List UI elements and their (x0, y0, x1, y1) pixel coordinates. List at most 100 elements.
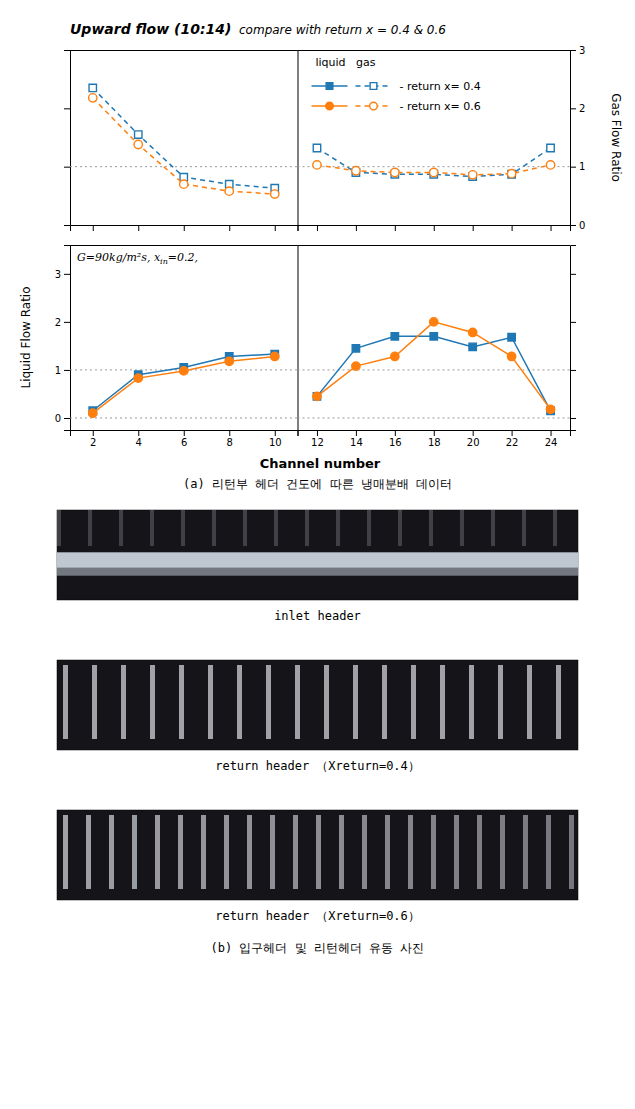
photo-detail (454, 815, 459, 889)
y-tick: 2 (570, 103, 585, 114)
y-tick-mark (64, 322, 70, 323)
x-tick: 18 (428, 430, 441, 448)
data-point (391, 352, 399, 360)
photo-detail (224, 815, 229, 889)
x-tick-label: 20 (467, 437, 480, 448)
x-tick (275, 225, 276, 231)
y-tick (64, 225, 70, 226)
annotation-text: =0.2, (168, 251, 198, 264)
data-point (430, 318, 438, 326)
data-point (313, 161, 321, 169)
legend: liquid gas- return x= 0.4- return x= 0.6 (312, 56, 481, 113)
x-tick-mark (512, 225, 513, 231)
y-tick-label: 2 (579, 103, 585, 114)
photo-detail (362, 815, 367, 889)
photo-detail (556, 665, 561, 739)
photo-detail (293, 815, 298, 889)
x-tick (356, 225, 357, 231)
y-axis: 0123 (570, 45, 585, 231)
x-tick: 4 (136, 430, 142, 448)
y-tick (570, 370, 576, 371)
data-point (547, 144, 554, 151)
x-tick-mark (317, 430, 318, 436)
photo-detail (179, 665, 184, 739)
photo (57, 810, 578, 900)
data-point (507, 352, 515, 360)
photo-detail (569, 815, 574, 889)
x-tick-mark (395, 225, 396, 231)
title: Upward flow (10:14) (70, 21, 231, 37)
x-tick: 20 (467, 430, 480, 448)
x-tick-mark (184, 225, 185, 231)
y-axis-title: Gas Flow Ratio (609, 93, 623, 182)
y-tick-mark (64, 50, 70, 51)
photo (57, 510, 578, 600)
y-tick-mark (64, 274, 70, 275)
y-axis (64, 51, 71, 226)
photo-detail (527, 665, 532, 739)
subtitle: compare with return x = 0.4 & 0.6 (231, 23, 446, 37)
x-tick-mark (434, 225, 435, 231)
x-tick-mark (356, 430, 357, 436)
photo-detail (201, 815, 206, 889)
photo-detail (155, 815, 160, 889)
data-point (546, 405, 554, 413)
photo-detail (63, 815, 68, 889)
y-tick: 3 (570, 45, 585, 56)
x-tick (512, 225, 513, 231)
photo-detail (398, 510, 402, 546)
photo-detail (88, 510, 92, 546)
photo-detail (266, 665, 271, 739)
photo-detail (243, 510, 247, 546)
y-tick (64, 50, 70, 51)
photo-detail (440, 665, 445, 739)
data-point (430, 168, 438, 176)
x-tick: 14 (350, 430, 363, 448)
caption: (b) 입구헤더 및 리턴헤더 유동 사진 (211, 941, 425, 955)
x-axis: 246810 (71, 430, 299, 448)
data-point (89, 409, 97, 417)
x-tick: 6 (181, 430, 187, 448)
caption: return header （Xreturn=0.4） (215, 759, 420, 773)
x-tick (434, 225, 435, 231)
x-tick (93, 225, 94, 231)
photo-detail (212, 510, 216, 546)
photo-detail (469, 665, 474, 739)
photo-detail (339, 815, 344, 889)
x-tick-mark (138, 430, 139, 436)
x-axis (71, 225, 299, 231)
x-tick (184, 225, 185, 231)
x-tick-label: 2 (90, 437, 96, 448)
x-tick: 8 (227, 430, 233, 448)
legend-label: - return x= 0.4 (400, 80, 481, 93)
plot-area (298, 144, 571, 180)
photo-detail (523, 815, 528, 889)
photo-detail (86, 815, 91, 889)
x-tick: 12 (311, 430, 324, 448)
photo-detail (305, 510, 309, 546)
photo-detail (500, 815, 505, 889)
photo-background (57, 660, 578, 750)
data-point (352, 167, 360, 175)
data-point (135, 131, 142, 138)
photo-detail (431, 815, 436, 889)
x-tick-label: 12 (311, 437, 324, 448)
y-tick-label: 3 (579, 45, 585, 56)
photo-detail (150, 510, 154, 546)
plot-area (70, 350, 298, 418)
x-tick: 16 (389, 430, 402, 448)
data-point (134, 140, 142, 148)
photo-detail (119, 510, 123, 546)
photo-detail (208, 665, 213, 739)
data-point (508, 334, 515, 341)
photo-detail (367, 510, 371, 546)
photo-detail (132, 815, 137, 889)
y-tick (570, 274, 576, 275)
panel: 0123 (298, 45, 586, 231)
x-tick: 24 (545, 430, 558, 448)
photo-detail (316, 815, 321, 889)
x-axis-line (298, 431, 571, 437)
caption: (a) 리턴부 헤더 건도에 따른 냉매분배 데이터 (183, 477, 452, 491)
y-tick-label: 3 (55, 269, 61, 280)
y-tick-mark (570, 370, 576, 371)
